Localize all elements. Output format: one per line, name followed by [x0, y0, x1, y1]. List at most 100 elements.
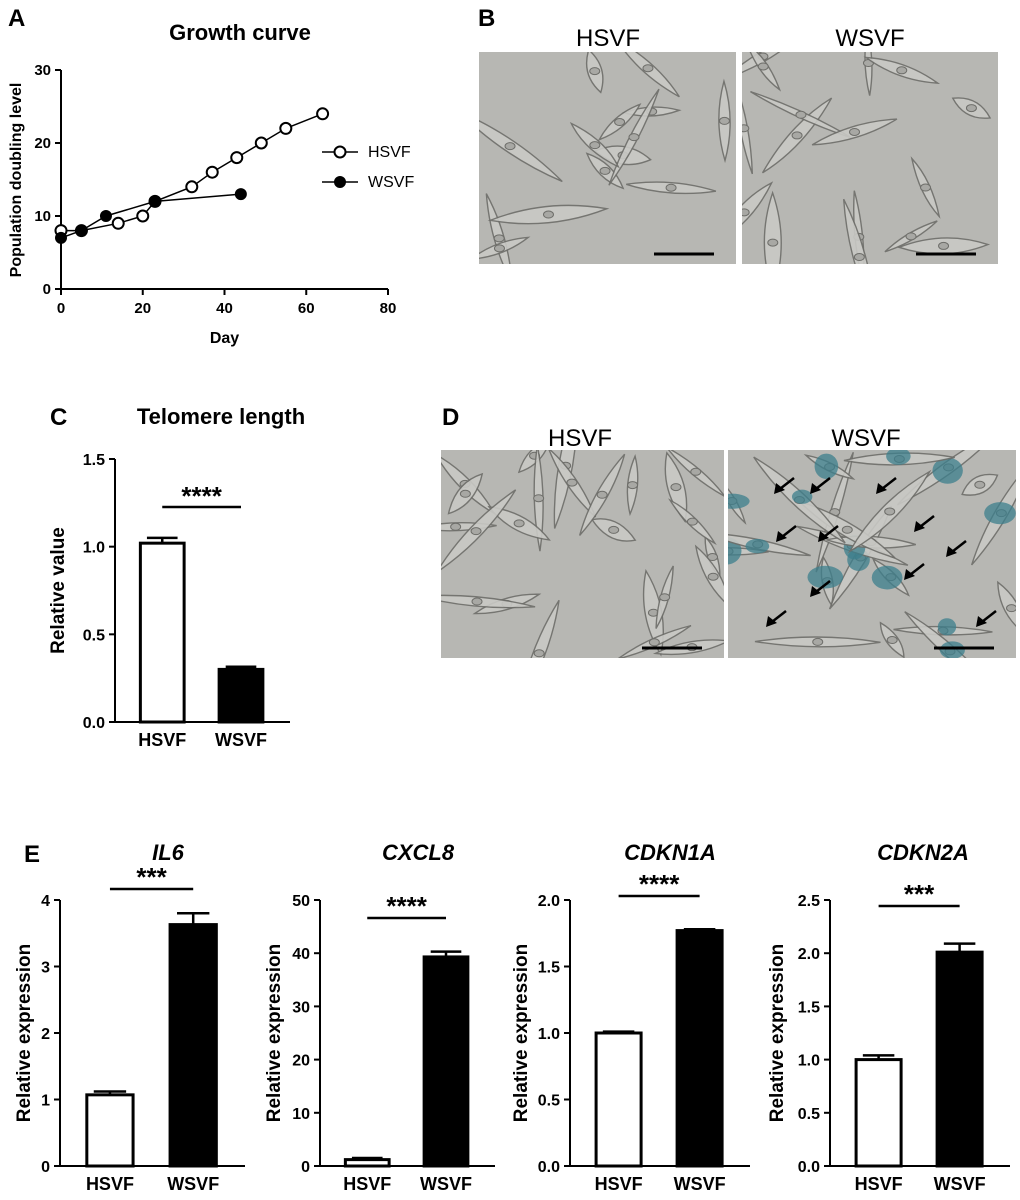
legend-label: HSVF: [368, 144, 411, 161]
cell-nucleus: [938, 241, 950, 250]
y-axis-label: Relative expression: [767, 944, 788, 1122]
cell: [624, 52, 680, 98]
cell: [530, 599, 560, 658]
x-tick-label: 60: [298, 300, 315, 317]
y-tick-label: 30: [292, 999, 310, 1016]
chart-title: CXCL8: [382, 840, 455, 865]
y-tick-label: 0.0: [798, 1159, 820, 1176]
bar-hsvf: [138, 541, 186, 724]
cell: [441, 594, 536, 609]
cell-nucleus: [628, 133, 640, 142]
arrowhead: [976, 616, 987, 627]
data-point-hsvf: [111, 216, 125, 230]
cell-nucleus: [965, 104, 977, 113]
y-tick-label: 20: [34, 135, 51, 152]
sa-beta-gal-stain: [939, 641, 965, 658]
cell-nucleus: [757, 62, 769, 71]
expression-chart-cxcl8: CXCL8 0 10 20 30 40 50 Relative expression HSVF W…: [264, 840, 495, 1194]
sa-beta-gal-stain: [807, 565, 844, 589]
micrograph-d-label-hsvf: HSVF: [548, 425, 612, 452]
data-point-hsvf: [185, 180, 199, 194]
significance-label: ****: [181, 481, 222, 511]
y-tick-label: 0.5: [83, 627, 105, 644]
y-tick-label: 10: [34, 208, 51, 225]
cell-nucleus: [648, 638, 660, 647]
y-tick-label: 30: [34, 62, 51, 79]
cell-nucleus: [493, 234, 505, 243]
cell-nucleus: [791, 131, 803, 140]
sa-beta-gal-stain: [937, 618, 957, 636]
bar-hsvf: [594, 1031, 643, 1168]
micrograph-d-wsvf: [728, 450, 1016, 658]
sa-beta-gal-stain: [984, 502, 1016, 525]
chart-title: Growth curve: [169, 20, 311, 45]
y-tick-label: 1.0: [538, 1026, 560, 1043]
data-point-wsvf: [149, 195, 162, 208]
sa-beta-gal-stain: [871, 565, 903, 590]
data-point-wsvf: [234, 188, 247, 201]
data-point-hsvf: [230, 151, 244, 165]
data-point-wsvf: [99, 210, 112, 222]
data-point-wsvf: [75, 224, 88, 237]
cell-nucleus: [642, 64, 654, 73]
panel-letter-a: A: [8, 5, 25, 32]
cell-nucleus: [533, 649, 545, 658]
legend-marker: [333, 145, 347, 159]
legend-label: WSVF: [368, 174, 414, 191]
bar-wsvf: [217, 667, 265, 724]
cell-nucleus: [659, 593, 671, 602]
y-axis-label: Relative expression: [14, 944, 35, 1122]
cell: [479, 120, 563, 183]
cell-nucleus: [608, 525, 620, 534]
chart-title: Telomere length: [137, 404, 305, 429]
y-tick-label: 20: [292, 1053, 310, 1070]
x-tick-label: WSVF: [215, 730, 267, 750]
y-tick-label: 3: [41, 960, 50, 977]
data-point-hsvf: [279, 121, 293, 135]
cell-nucleus: [493, 244, 505, 253]
x-tick-label: HSVF: [86, 1174, 134, 1194]
cell: [742, 101, 754, 175]
panel-letter-e: E: [24, 841, 40, 868]
arrowhead: [904, 569, 915, 580]
cell: [742, 181, 774, 225]
arrowhead: [914, 521, 925, 532]
cell-nucleus: [905, 232, 917, 241]
chart-title: IL6: [152, 840, 185, 865]
sa-beta-gal-stain: [932, 457, 963, 484]
arrowhead: [776, 531, 787, 542]
y-tick-label: 10: [292, 1106, 310, 1123]
cell-nucleus: [812, 637, 824, 646]
y-tick-label: 0.0: [538, 1159, 560, 1176]
data-point-hsvf: [254, 136, 268, 150]
cell-nucleus: [459, 489, 471, 498]
y-tick-label: 1.5: [538, 960, 560, 977]
cell: [728, 534, 811, 557]
significance-label: ***: [136, 862, 167, 892]
x-tick-label: HSVF: [595, 1174, 643, 1194]
cell-nucleus: [1006, 604, 1016, 613]
y-tick-label: 0: [301, 1159, 310, 1176]
cell-nucleus: [470, 527, 482, 536]
micrograph-d-hsvf: [441, 450, 724, 658]
chart-title: CDKN1A: [624, 840, 716, 865]
y-tick-label: 1.0: [798, 1053, 820, 1070]
cell-nucleus: [849, 127, 861, 136]
x-tick-label: HSVF: [138, 730, 186, 750]
data-point-wsvf: [55, 231, 67, 244]
sa-beta-gal-stain: [745, 538, 770, 554]
cell-nucleus: [450, 522, 462, 531]
bar-hsvf: [85, 1093, 135, 1168]
x-tick-label: 20: [134, 300, 151, 317]
cell-nucleus: [589, 67, 601, 76]
chart-title: CDKN2A: [877, 840, 969, 865]
cell-nucleus: [566, 478, 578, 487]
micrograph-b-label-hsvf: HSVF: [576, 25, 640, 52]
significance-label: ****: [386, 891, 427, 921]
micrograph-d-label-wsvf: WSVF: [831, 425, 900, 452]
y-axis-label: Relative value: [48, 527, 69, 654]
y-axis-label: Population doubling level: [8, 83, 25, 278]
cell-nucleus: [920, 183, 932, 192]
cell: [749, 52, 782, 92]
